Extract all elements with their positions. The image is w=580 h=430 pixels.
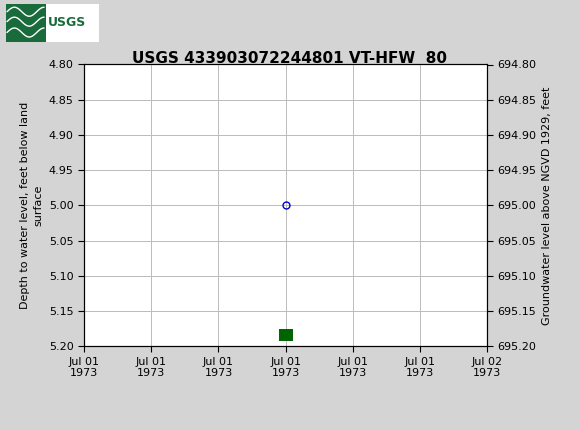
Bar bbox=[6, 3, 99, 42]
Y-axis label: Depth to water level, feet below land
surface: Depth to water level, feet below land su… bbox=[20, 102, 44, 309]
Bar bbox=[6, 3, 46, 42]
Bar bbox=[278, 329, 293, 341]
Text: USGS 433903072244801 VT-HFW  80: USGS 433903072244801 VT-HFW 80 bbox=[132, 51, 448, 65]
Y-axis label: Groundwater level above NGVD 1929, feet: Groundwater level above NGVD 1929, feet bbox=[542, 86, 552, 325]
Text: USGS: USGS bbox=[48, 16, 86, 29]
